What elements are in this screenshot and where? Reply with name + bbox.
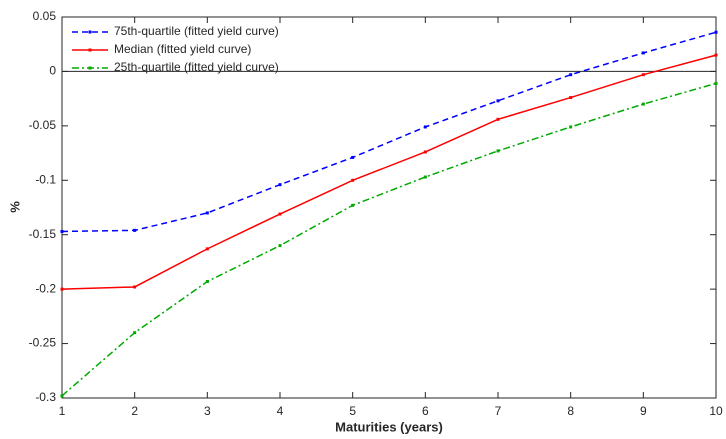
series-marker (714, 30, 718, 34)
x-tick-label: 8 (567, 404, 574, 418)
y-tick-label: 0.05 (33, 9, 57, 23)
series-marker (714, 81, 718, 85)
series-marker (714, 53, 718, 57)
series-marker (351, 203, 355, 207)
x-tick-label: 9 (640, 404, 647, 418)
series-marker (496, 99, 500, 103)
x-axis-title: Maturities (years) (335, 419, 443, 434)
series-marker (278, 183, 282, 187)
series-marker (133, 228, 137, 232)
plot-frame (61, 16, 717, 399)
series-marker (496, 149, 500, 153)
series-marker (423, 125, 427, 129)
y-tick-label: -0.05 (29, 118, 57, 132)
series-marker (133, 285, 137, 289)
x-tick-label: 5 (349, 404, 356, 418)
series-marker (423, 150, 427, 154)
series-marker (60, 394, 64, 398)
legend-marker (88, 30, 92, 34)
y-tick-label: -0.1 (35, 172, 56, 186)
y-tick-label: -0.15 (29, 227, 57, 241)
series-marker (205, 247, 209, 251)
series-marker (569, 73, 573, 77)
legend-label: 75th-quartile (fitted yield curve) (114, 24, 279, 38)
series-marker (278, 212, 282, 216)
series-marker (133, 331, 137, 335)
x-tick-label: 3 (204, 404, 211, 418)
series-marker (60, 287, 64, 291)
legend-marker (88, 48, 92, 52)
series-marker (351, 155, 355, 159)
series-marker (205, 211, 209, 215)
series-line (61, 31, 717, 233)
series-marker (60, 229, 64, 233)
legend-label: Median (fitted yield curve) (114, 42, 251, 56)
x-tick-label: 4 (277, 404, 284, 418)
legend-label: 25th-quartile (fitted yield curve) (114, 60, 279, 74)
series-marker (641, 102, 645, 106)
y-tick-label: -0.25 (29, 336, 57, 350)
y-axis-title: % (7, 201, 22, 213)
series-marker (278, 244, 282, 248)
series-line (61, 82, 717, 397)
series-marker (569, 125, 573, 129)
x-tick-label: 6 (422, 404, 429, 418)
x-tick-label: 2 (131, 404, 138, 418)
x-tick-label: 1 (59, 404, 66, 418)
series-marker (569, 96, 573, 100)
legend-marker (88, 66, 92, 70)
series-line (61, 54, 717, 290)
y-tick-label: -0.3 (35, 390, 56, 404)
series-marker (496, 117, 500, 121)
series-marker (641, 73, 645, 77)
y-tick-label: -0.2 (35, 281, 56, 295)
series-marker (351, 178, 355, 182)
x-tick-label: 10 (709, 404, 723, 418)
series-marker (205, 280, 209, 284)
series-marker (423, 175, 427, 179)
y-tick-label: 0 (49, 64, 56, 78)
x-tick-label: 7 (495, 404, 502, 418)
series-marker (641, 51, 645, 55)
